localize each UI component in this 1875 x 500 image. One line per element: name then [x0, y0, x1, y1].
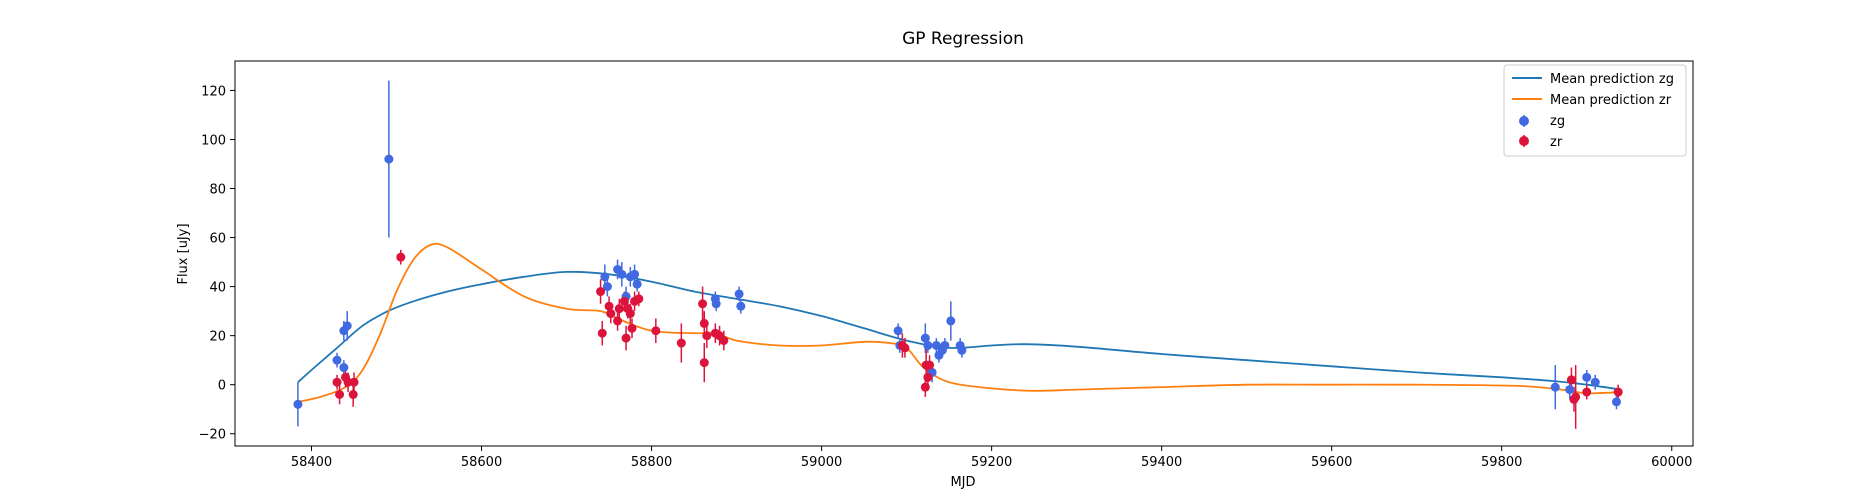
point-zr [614, 304, 624, 314]
point-zg [332, 355, 342, 365]
legend-label-zr: zr [1550, 135, 1563, 150]
point-zr [634, 294, 644, 304]
x-tick-label: 58800 [631, 455, 672, 470]
point-zg [923, 340, 933, 350]
point-zg [1550, 382, 1560, 392]
point-zr [920, 382, 930, 392]
point-zg [1565, 385, 1575, 395]
y-tick-label: 120 [201, 84, 226, 99]
y-tick-label: −20 [199, 428, 226, 443]
x-tick-label: 59200 [971, 455, 1012, 470]
x-tick-label: 58600 [461, 455, 502, 470]
point-zg [1582, 372, 1592, 382]
y-tick-label: 100 [201, 133, 226, 148]
point-zg [293, 399, 303, 409]
x-tick-label: 60000 [1651, 455, 1692, 470]
legend-label-mean-zg: Mean prediction zg [1550, 72, 1674, 87]
point-zg [630, 269, 640, 279]
point-zr [925, 360, 935, 370]
point-zr [1613, 387, 1623, 397]
plot-area-frame [234, 60, 1694, 447]
point-zg [931, 340, 941, 350]
x-tick-label: 59000 [801, 455, 842, 470]
point-zg [946, 316, 956, 326]
y-tick-label: 40 [209, 281, 226, 296]
legend: Mean prediction zg Mean prediction zr zg… [1503, 64, 1687, 157]
point-zr [699, 318, 709, 328]
x-tick-label: 59800 [1481, 455, 1522, 470]
legend-marker-zr [1519, 136, 1529, 146]
x-axis-label: MJD [950, 475, 975, 490]
legend-label-zg: zg [1550, 114, 1565, 129]
point-zg [734, 289, 744, 299]
mean-prediction-curves [297, 242, 1621, 403]
point-zr [651, 326, 661, 336]
point-zr [613, 316, 623, 326]
line-mean-prediction-zg [297, 270, 1621, 391]
point-zg [339, 363, 349, 373]
point-zr [1582, 387, 1592, 397]
y-axis-label: Flux [uJy] [176, 223, 191, 284]
point-zr [396, 252, 406, 262]
point-zr [596, 287, 606, 297]
x-tick-label: 58400 [291, 455, 332, 470]
point-zg [711, 299, 721, 309]
point-zr [335, 390, 345, 400]
x-tick-label: 59400 [1141, 455, 1182, 470]
x-axis: 58400 58600 58800 59000 59200 59400 59600 59800… [291, 446, 1692, 470]
point-zr [348, 390, 358, 400]
point-zg [1611, 397, 1621, 407]
data-markers [293, 154, 1623, 409]
point-zg [602, 282, 612, 292]
point-zr [699, 358, 709, 368]
point-zg [617, 269, 627, 279]
point-zr [702, 331, 712, 341]
point-zr [698, 299, 708, 309]
point-zr [627, 323, 637, 333]
x-tick-label: 59600 [1311, 455, 1352, 470]
point-zr [349, 377, 359, 387]
point-zg [920, 333, 930, 343]
point-zr [597, 328, 607, 338]
point-zg [940, 340, 950, 350]
point-zg [600, 272, 610, 282]
point-zg [736, 301, 746, 311]
legend-box [1503, 64, 1687, 157]
y-tick-label: 80 [209, 183, 226, 198]
point-zg [632, 279, 642, 289]
point-zr [606, 309, 616, 319]
point-zr [604, 301, 614, 311]
point-zg [384, 154, 394, 164]
point-zr [900, 343, 910, 353]
point-zr [719, 336, 729, 346]
point-zr [619, 296, 629, 306]
error-bars [297, 80, 1619, 429]
legend-marker-zg [1519, 116, 1529, 126]
point-zr [625, 309, 635, 319]
legend-label-mean-zr: Mean prediction zr [1550, 93, 1672, 108]
point-zr [1566, 375, 1576, 385]
point-zr [676, 338, 686, 348]
y-tick-label: 20 [209, 330, 226, 345]
point-zg [342, 321, 352, 331]
point-zr [621, 333, 631, 343]
point-zr [1571, 392, 1581, 402]
point-zg [893, 326, 903, 336]
point-zr [332, 377, 342, 387]
y-tick-label: 60 [209, 232, 226, 247]
y-tick-label: 0 [218, 379, 226, 394]
point-zg [957, 345, 967, 355]
line-mean-prediction-zr [297, 242, 1621, 403]
chart-title: GP Regression [902, 29, 1024, 49]
y-axis: −20 0 20 40 60 80 100 120 [199, 84, 235, 443]
point-zg [1590, 377, 1600, 387]
point-zr [923, 372, 933, 382]
